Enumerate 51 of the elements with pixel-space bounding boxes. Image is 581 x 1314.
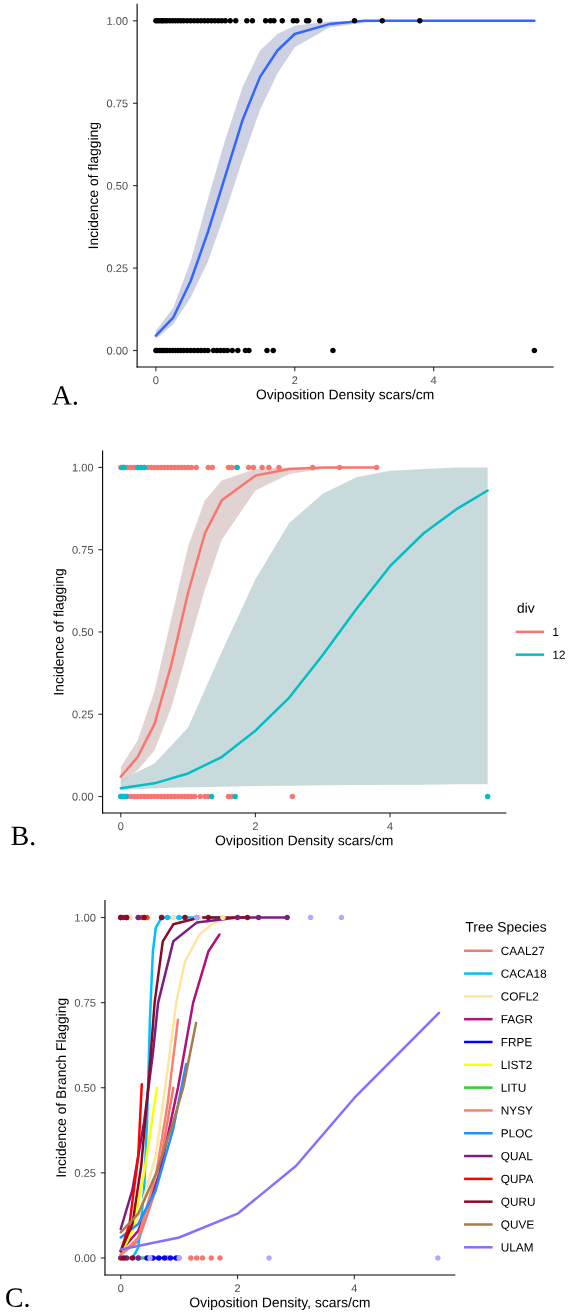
y-tick-label: 0.50 xyxy=(106,181,128,190)
legend-label: COFL2 xyxy=(501,992,539,1001)
legend-label: CAAL27 xyxy=(501,946,545,956)
y-tick-label: 0.50 xyxy=(72,628,94,637)
y-tick-label: 0.25 xyxy=(106,264,128,273)
x-tick-label: 2 xyxy=(252,822,258,831)
legend-label: LITU xyxy=(501,1083,526,1092)
y-tick-label: 0.75 xyxy=(106,99,128,108)
legend-label: FAGR xyxy=(501,1015,533,1024)
y-tick-label: 0.50 xyxy=(74,1084,96,1092)
text: B. xyxy=(11,826,35,846)
legend-label: QUPA xyxy=(501,1174,534,1186)
legend-title: div xyxy=(517,602,535,613)
legend-label: QUVE xyxy=(501,1220,534,1231)
legend-label: LIST2 xyxy=(501,1060,532,1070)
y-axis-title: Incidence of flagging xyxy=(53,569,67,695)
x-tick-label: 2 xyxy=(292,376,298,385)
y-tick-label: 0.75 xyxy=(74,998,96,1007)
text: A. xyxy=(52,386,78,405)
legend-label: FRPE xyxy=(501,1038,532,1047)
x-tick-label: 4 xyxy=(351,1284,358,1293)
y-tick-label: 0.00 xyxy=(106,346,128,355)
y-tick-label: 1.00 xyxy=(75,913,96,922)
y-tick-label: 0.00 xyxy=(74,1254,96,1263)
y-tick-label: 0.00 xyxy=(72,792,94,801)
y-tick-label: 1.00 xyxy=(72,463,94,472)
legend-label: ULAM xyxy=(501,1243,533,1252)
x-axis-title: Oviposition Density scars/cm xyxy=(256,389,434,403)
text: C. xyxy=(6,1288,29,1308)
legend-label: NYSY xyxy=(501,1106,533,1115)
y-axis-title: Incidence of Branch Flagging xyxy=(55,998,69,1177)
x-tick-label: 0 xyxy=(118,822,124,831)
x-axis-title: Oviposition Density, scars/cm xyxy=(189,1297,370,1311)
legend-label: 12 xyxy=(553,650,565,659)
x-tick-label: 4 xyxy=(387,822,393,831)
y-tick-label: 0.25 xyxy=(74,1169,96,1177)
y-axis-title: Incidence of flagging xyxy=(87,122,101,249)
x-tick-label: 0 xyxy=(118,1284,124,1293)
y-tick-label: 0.25 xyxy=(72,710,94,719)
legend-label: CACA18 xyxy=(501,969,547,978)
legend-label: 1 xyxy=(553,627,559,636)
y-tick-label: 1.00 xyxy=(107,17,128,25)
x-tick-label: 0 xyxy=(153,376,159,385)
legend-label: PLOC xyxy=(501,1129,533,1138)
x-axis-title: Oviposition Density scars/cm xyxy=(215,835,393,849)
legend-label: QURU xyxy=(501,1197,535,1209)
x-tick-label: 2 xyxy=(235,1284,241,1293)
y-tick-label: 0.75 xyxy=(72,545,94,554)
legend-title: Tree Species xyxy=(465,921,547,935)
legend-label: QUAL xyxy=(501,1151,533,1163)
x-tick-label: 4 xyxy=(430,376,437,385)
